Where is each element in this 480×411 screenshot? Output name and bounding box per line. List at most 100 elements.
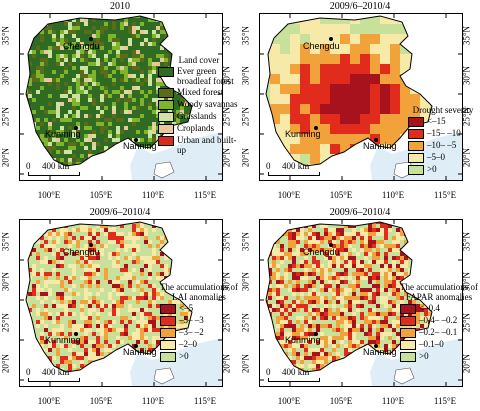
map-frame bbox=[259, 13, 463, 181]
lon-label: 100°E bbox=[37, 190, 61, 200]
map-legend: The accumulations of FAPAR anomalies <–0.… bbox=[400, 282, 478, 362]
legend-item: <–15 bbox=[408, 116, 478, 127]
legend-label: Ever green broadleaf forest bbox=[177, 66, 234, 86]
lon-label: 105°E bbox=[89, 190, 113, 200]
map-legend: Drought severity <–15 –15– –10 –10– –5 –5–0 >… bbox=[408, 105, 478, 175]
region-outline bbox=[25, 221, 193, 373]
sea-area bbox=[130, 338, 222, 386]
scale-bar bbox=[268, 172, 320, 176]
panel-title: 2010 bbox=[110, 1, 130, 12]
lat-label-right: 35°N bbox=[461, 231, 472, 252]
city-label-chengdu: Chengdu bbox=[63, 247, 100, 257]
city-label-chengdu: Chengdu bbox=[63, 41, 100, 51]
legend-label: <–5 bbox=[179, 303, 194, 313]
lon-label: 110°E bbox=[141, 190, 165, 200]
legend-swatch bbox=[158, 100, 174, 110]
lon-label: 105°E bbox=[329, 396, 353, 406]
city-marker-chengdu bbox=[89, 37, 93, 41]
city-label-kunming: Kunming bbox=[285, 129, 321, 139]
legend-swatch bbox=[158, 124, 174, 134]
city-marker-kunming bbox=[74, 332, 78, 336]
lat-label-left: 35°N bbox=[0, 25, 11, 46]
city-label-nanning: Nanning bbox=[363, 141, 397, 151]
city-label-nanning: Nanning bbox=[123, 347, 157, 357]
city-marker-nanning bbox=[374, 344, 378, 348]
legend-item: <–0.4 bbox=[400, 303, 478, 314]
legend-swatch bbox=[400, 328, 416, 338]
legend-item: –0.1–0 bbox=[400, 339, 478, 350]
legend-label: –5– –3 bbox=[179, 315, 204, 325]
legend-item: –2–0 bbox=[160, 339, 238, 350]
lon-label: 115°E bbox=[433, 396, 457, 406]
panel-title: 2009/6–2010/4 bbox=[89, 207, 151, 218]
legend-item: >0 bbox=[408, 164, 478, 175]
legend-item: –15– –10 bbox=[408, 128, 478, 139]
legend-label: Woody savannas bbox=[177, 99, 238, 109]
legend-swatch bbox=[408, 141, 424, 151]
region-outline bbox=[25, 15, 193, 167]
city-marker-nanning bbox=[374, 138, 378, 142]
legend-swatch bbox=[160, 304, 176, 314]
region-outline bbox=[265, 15, 433, 167]
lon-label: 100°E bbox=[37, 396, 61, 406]
legend-label: –10– –5 bbox=[427, 140, 457, 150]
map-frame bbox=[19, 13, 223, 181]
city-label-kunming: Kunming bbox=[45, 129, 81, 139]
legend-item: –0.4– –0.2 bbox=[400, 315, 478, 326]
city-marker-nanning bbox=[134, 344, 138, 348]
legend-title: The accumulations of LAI anomalies bbox=[160, 282, 238, 302]
lon-label: 100°E bbox=[277, 396, 301, 406]
legend-title: Land cover bbox=[178, 55, 220, 65]
city-marker-chengdu bbox=[329, 37, 333, 41]
island bbox=[153, 367, 175, 385]
legend-label: Mixed forest bbox=[177, 87, 224, 97]
lat-label-right: 35°N bbox=[221, 231, 232, 252]
legend-item: Mixed forest bbox=[158, 87, 240, 98]
lat-label-left: 30°N bbox=[0, 271, 11, 292]
scale-bar bbox=[268, 378, 320, 382]
city-marker-kunming bbox=[314, 332, 318, 336]
legend-swatch bbox=[400, 352, 416, 362]
legend-label: –3– –2 bbox=[179, 327, 204, 337]
legend-label: Urban and built-up bbox=[177, 135, 237, 155]
city-marker-chengdu bbox=[329, 243, 333, 247]
island bbox=[393, 367, 415, 385]
legend-swatch bbox=[160, 340, 176, 350]
region-outline bbox=[265, 221, 433, 373]
island bbox=[153, 161, 175, 179]
legend-item: Ever green broadleaf forest bbox=[158, 66, 240, 86]
scale-distance: 400 km bbox=[282, 161, 310, 171]
city-label-chengdu: Chengdu bbox=[303, 247, 340, 257]
legend-swatch bbox=[408, 165, 424, 175]
lon-label: 115°E bbox=[433, 190, 457, 200]
legend-item: –5–0 bbox=[408, 152, 478, 163]
lat-label-left: 20°N bbox=[240, 147, 251, 168]
legend-item: <–5 bbox=[160, 303, 238, 314]
lat-label-left: 30°N bbox=[240, 65, 251, 86]
lat-label-left: 20°N bbox=[0, 147, 11, 168]
lat-label-left: 35°N bbox=[240, 25, 251, 46]
map-canvas bbox=[20, 14, 222, 180]
sea-area bbox=[130, 132, 222, 180]
lat-label-left: 35°N bbox=[0, 231, 11, 252]
legend-swatch bbox=[158, 88, 174, 98]
legend-swatch bbox=[400, 316, 416, 326]
legend-swatch bbox=[158, 136, 174, 146]
legend-item: –3– –2 bbox=[160, 327, 238, 338]
city-label-nanning: Nanning bbox=[123, 141, 157, 151]
legend-title: The accumulations of FAPAR anomalies bbox=[400, 282, 478, 302]
scale-distance: 400 km bbox=[282, 367, 310, 377]
lat-label-left: 30°N bbox=[0, 65, 11, 86]
lat-label-left: 25°N bbox=[240, 106, 251, 127]
lon-label: 110°E bbox=[141, 396, 165, 406]
lat-label-left: 25°N bbox=[0, 312, 11, 333]
city-label-nanning: Nanning bbox=[363, 347, 397, 357]
lat-label-left: 25°N bbox=[0, 106, 11, 127]
city-marker-nanning bbox=[134, 138, 138, 142]
city-marker-kunming bbox=[74, 126, 78, 130]
map-panel-land-cover: 2010 35°N 35°N 30°N 30°N 25°N 25°N 20°N 20°N 100… bbox=[0, 0, 240, 205]
city-label-chengdu: Chengdu bbox=[303, 41, 340, 51]
legend-swatch bbox=[160, 316, 176, 326]
lat-label-right: 35°N bbox=[221, 25, 232, 46]
scale-zero: 0 bbox=[26, 367, 31, 377]
